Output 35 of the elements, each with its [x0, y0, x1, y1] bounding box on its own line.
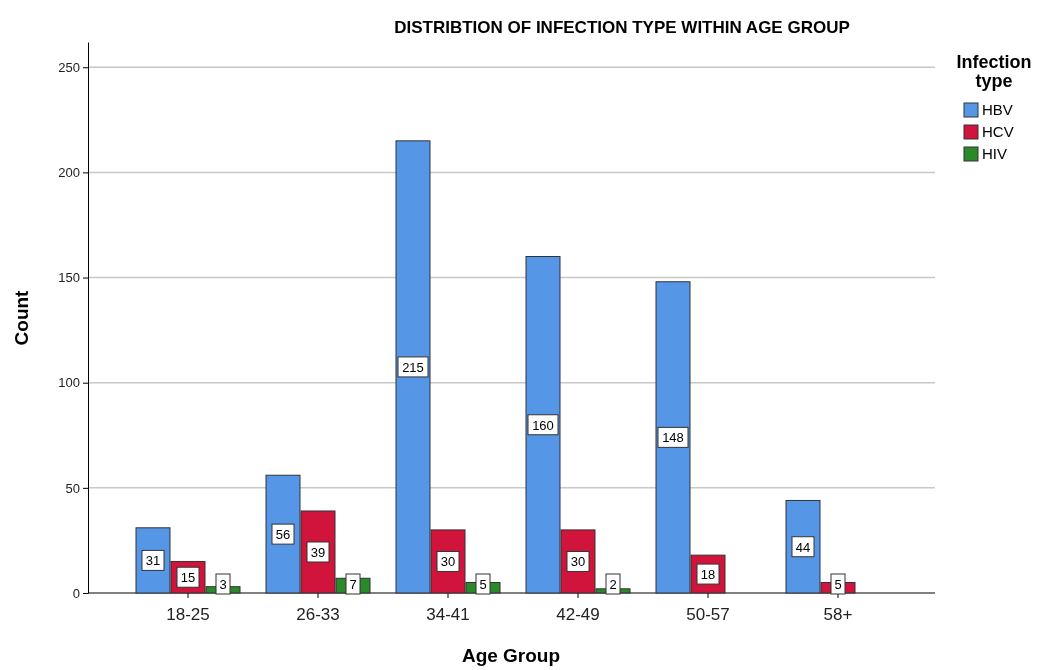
data-label: 44 — [795, 539, 811, 555]
data-label: 5 — [479, 577, 487, 592]
legend-label: HCV — [982, 123, 1014, 140]
legend-label: HBV — [982, 101, 1013, 118]
y-tick-label: 0 — [72, 585, 80, 601]
x-tick-label: 50-57 — [686, 604, 730, 624]
x-tick-label: 42-49 — [556, 604, 600, 624]
data-label: 3 — [219, 577, 227, 592]
x-tick-label: 34-41 — [426, 604, 470, 624]
data-label: 56 — [275, 527, 291, 543]
data-label: 30 — [440, 554, 456, 570]
y-tick-label: 200 — [58, 165, 80, 181]
data-label: 30 — [570, 554, 586, 570]
data-label: 215 — [402, 359, 424, 375]
x-tick-label: 18-25 — [166, 604, 210, 624]
data-label: 39 — [310, 544, 326, 560]
data-label: 160 — [532, 417, 554, 433]
data-label: 148 — [662, 430, 684, 446]
data-label: 7 — [349, 577, 357, 592]
data-label: 31 — [145, 553, 161, 569]
data-label: 18 — [700, 567, 716, 583]
y-axis-title: Count — [11, 289, 32, 346]
x-tick-label: 58+ — [823, 604, 853, 624]
data-label: 2 — [609, 577, 617, 592]
y-tick-label: 50 — [65, 480, 80, 496]
data-label: 15 — [180, 570, 196, 586]
y-tick-label: 250 — [58, 59, 80, 75]
y-tick-label: 150 — [58, 270, 80, 286]
legend-title: Infection type — [956, 52, 1032, 91]
y-tick-label: 100 — [58, 375, 80, 391]
data-label: 5 — [834, 577, 842, 592]
x-tick-label: 26-33 — [296, 604, 340, 624]
chart-title: DISTRIBTION OF INFECTION TYPE WITHIN AGE GROUP — [394, 18, 850, 37]
legend-label: HIV — [982, 145, 1008, 162]
x-axis-title: Age Group — [461, 645, 561, 666]
